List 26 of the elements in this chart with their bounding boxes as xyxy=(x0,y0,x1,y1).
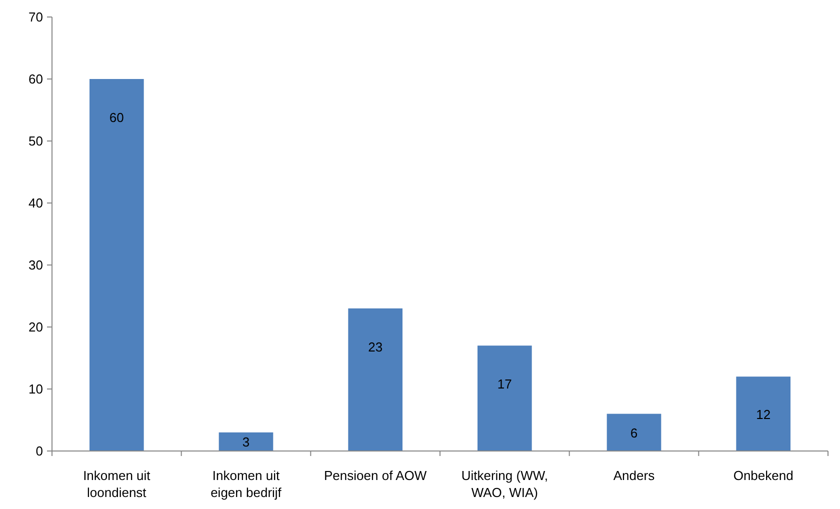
bar xyxy=(90,79,144,451)
data-label: 60 xyxy=(109,110,124,125)
bar xyxy=(218,432,274,451)
data-label: 23 xyxy=(368,339,383,354)
bar xyxy=(348,308,402,451)
bar xyxy=(478,346,532,451)
x-tick-label: Inkomen uit loondienst xyxy=(83,468,151,500)
data-label: 17 xyxy=(497,376,512,392)
x-tick-label: Onbekend xyxy=(733,468,794,483)
x-tick-label: Inkomen uit eigen bedrijf xyxy=(210,468,282,500)
data-label: 12 xyxy=(756,406,771,422)
y-tick-label: 20 xyxy=(28,320,43,334)
y-tick-label: 70 xyxy=(28,10,43,24)
y-tick-label: 60 xyxy=(28,72,43,86)
x-tick-label: Uitkering (WW, WAO, WIA) xyxy=(461,468,548,500)
y-tick-label: 30 xyxy=(28,258,43,272)
data-label: 3 xyxy=(242,434,250,450)
y-tick-label: 0 xyxy=(36,444,43,458)
x-tick-label: Pensioen of AOW xyxy=(324,468,428,483)
bar xyxy=(736,376,790,451)
y-tick-label: 50 xyxy=(28,134,43,148)
y-tick-label: 10 xyxy=(28,382,43,396)
bar xyxy=(606,414,662,451)
x-tick-label: Anders xyxy=(613,468,656,483)
y-tick-label: 40 xyxy=(28,196,43,210)
data-label: 6 xyxy=(630,425,638,440)
